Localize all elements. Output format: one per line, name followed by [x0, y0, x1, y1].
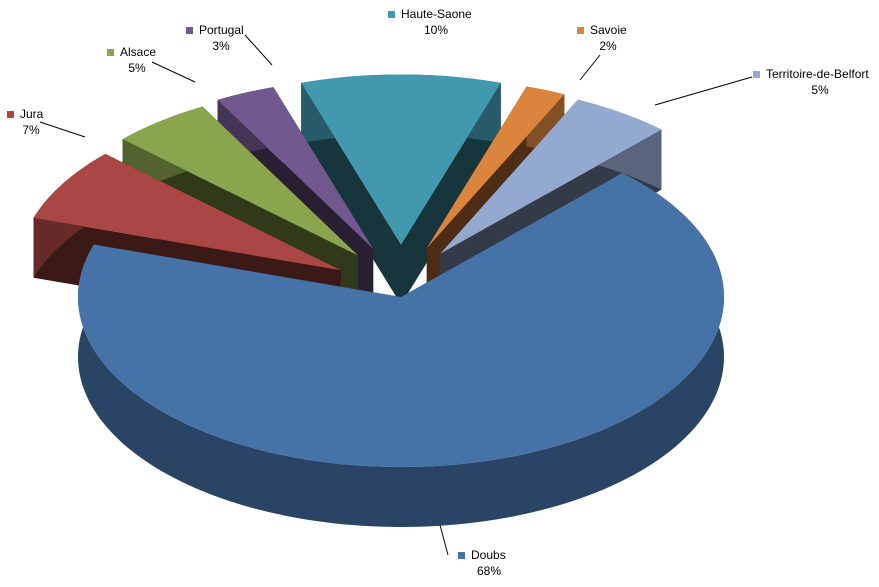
label-value: 10%: [424, 23, 448, 37]
legend-key: [458, 552, 465, 559]
slice: [217, 87, 374, 249]
label-value: 7%: [22, 123, 40, 137]
label-name: Haute-Saone: [401, 7, 472, 21]
legend-key: [753, 71, 760, 78]
leader-line: [579, 54, 601, 81]
label-name: Territoire-de-Belfort: [766, 67, 869, 81]
slice: [301, 74, 501, 245]
label-name: Savoie: [590, 23, 627, 37]
slice: [78, 173, 724, 467]
leader-line: [244, 34, 273, 66]
legend-key: [107, 49, 114, 56]
leader-line: [151, 61, 196, 83]
label-value: 5%: [811, 83, 829, 97]
label-value: 5%: [128, 61, 146, 75]
slice: [426, 86, 565, 249]
legend-key: [577, 27, 584, 34]
label-name: Jura: [20, 107, 44, 121]
leader-line: [439, 524, 449, 556]
legend-key: [7, 111, 14, 118]
leader-line: [39, 121, 86, 138]
slice: [440, 99, 662, 254]
label-name: Doubs: [471, 548, 506, 562]
label-value: 2%: [599, 39, 617, 53]
label-value: 3%: [212, 39, 230, 53]
leader-line: [654, 76, 753, 106]
label-name: Portugal: [199, 23, 244, 37]
label-name: Alsace: [120, 45, 156, 59]
legend-key: [186, 27, 193, 34]
label-value: 68%: [477, 564, 501, 578]
legend-key: [388, 11, 395, 18]
slice: [33, 153, 341, 271]
slice: [122, 106, 359, 256]
